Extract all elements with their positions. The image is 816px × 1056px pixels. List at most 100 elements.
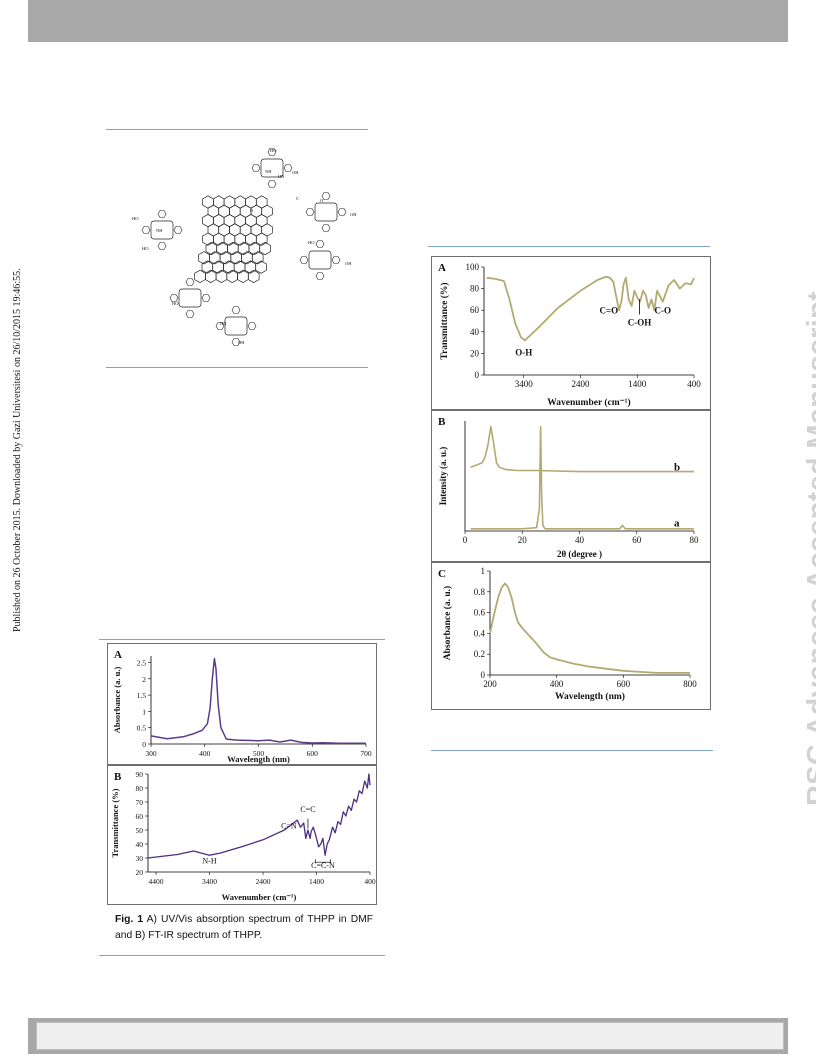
phenyl-ring (251, 164, 261, 172)
structure-label: HN (278, 174, 285, 179)
y-tick-label: 2 (142, 675, 146, 684)
phenyl-ring (321, 192, 331, 200)
x-tick-label: 80 (690, 535, 700, 545)
scheme-bottom-rule (106, 367, 368, 368)
structure-label: OH (350, 212, 357, 217)
x-tick-label: 0 (463, 535, 468, 545)
y-tick-label: 2.5 (137, 659, 147, 668)
structure-label: NH (265, 169, 272, 174)
x-tick-label: 700 (360, 749, 372, 758)
fig1-top-rule (99, 639, 385, 640)
x-tick-label: 400 (364, 877, 376, 886)
y-tick-label: 0 (142, 740, 146, 749)
x-axis-label: Wavenumber (cm⁻¹) (222, 892, 297, 902)
y-tick-label: 100 (466, 262, 480, 272)
hexagon (237, 269, 249, 284)
phenyl-ring (185, 278, 195, 286)
fig1a-chart: 300 400 500 600 700 0 0.5 1 1.5 2 2.5 Wavelength (n… (112, 649, 372, 764)
hexagon (202, 232, 214, 246)
x-tick-label: 40 (575, 535, 585, 545)
structure-label: O (320, 198, 324, 203)
fig2-top-rule (428, 246, 710, 247)
structure-label: HO (142, 246, 149, 251)
panel-letter: B (438, 416, 446, 428)
y-axis-label: Absorbance (a. u.) (112, 667, 122, 734)
hexagon (248, 241, 261, 256)
annotation-co: C=O (600, 305, 619, 315)
phenyl-ring (141, 226, 151, 234)
series-line (147, 773, 371, 859)
hexagon (245, 232, 257, 246)
y-tick-label: 60 (136, 812, 144, 821)
phenyl-ring (305, 208, 315, 216)
caption-label: Fig. 1 (115, 914, 144, 925)
series-line (150, 657, 366, 745)
porphyrin-core (308, 250, 332, 270)
hexagon (223, 232, 236, 246)
x-axis-label: Wavelength (nm) (227, 754, 290, 764)
hexagon (255, 232, 268, 246)
x-tick-label: 2400 (256, 877, 271, 886)
panel-letter: B (114, 771, 122, 783)
hexagon (259, 241, 271, 256)
annotation-cc: C=C (300, 805, 315, 814)
annotation-c-o: C-O (655, 305, 672, 315)
x-tick-label: 300 (145, 749, 157, 758)
series-line (489, 582, 690, 674)
phenyl-ring (337, 208, 347, 216)
y-axis-label: Transmittance (%) (439, 282, 450, 359)
y-axis-label: Absorbance (a. u.) (442, 586, 453, 660)
footer-inner (36, 1022, 784, 1050)
y-tick-label: 0.8 (474, 587, 486, 597)
series-line (486, 275, 695, 342)
structure-label: HO (270, 148, 277, 153)
hexagon (219, 251, 232, 265)
phenyl-ring (321, 224, 331, 232)
y-tick-label: 80 (470, 284, 480, 294)
fig1-bottom-rule (99, 955, 385, 956)
phenyl-ring (331, 256, 341, 264)
graphene-sheet (194, 195, 273, 284)
hexagon (212, 260, 224, 274)
y-tick-label: 20 (470, 348, 480, 358)
x-tick-label: 400 (550, 679, 564, 689)
hexagon (233, 260, 246, 274)
hexagon (234, 232, 246, 246)
panel-letter: A (438, 262, 446, 274)
phenyl-ring (283, 164, 293, 172)
fig2-panel-a: 3400 2400 1400 400 0 20 40 60 80 100 Wavenumber (c… (431, 256, 711, 410)
phenyl-ring (157, 210, 167, 218)
x-tick-label: 600 (307, 749, 319, 758)
structure-label: OH (238, 340, 245, 345)
phenyl-ring (157, 242, 167, 250)
annotation-nh: N-H (202, 857, 216, 866)
fig1-caption: Fig. 1 A) UV/Vis absorption spectrum of … (115, 912, 373, 943)
hexagon (209, 251, 221, 265)
fig1-panel-b: 4400 3400 2400 1400 400 20 30 40 50 60 70 80 90 Waven… (107, 765, 377, 905)
x-tick-label: 60 (632, 535, 642, 545)
annotation-oh: O-H (515, 348, 532, 358)
porphyrin-core (178, 288, 202, 308)
fig2c-chart: 200 400 600 800 0 0.2 0.4 0.6 0.8 1 Wavelength (nm… (438, 566, 697, 702)
x-tick-label: 20 (518, 535, 528, 545)
y-tick-label: 80 (136, 784, 144, 793)
hexagon (205, 269, 217, 284)
structure-label: HN (220, 321, 227, 326)
x-axis-label: Wavenumber (cm⁻¹) (547, 397, 630, 408)
structure-label: HO (132, 216, 139, 221)
phenyl-ring (231, 338, 241, 346)
y-tick-label: 1.5 (137, 691, 147, 700)
hexagon (251, 251, 264, 265)
hexagon (244, 260, 257, 274)
y-tick-label: 40 (470, 327, 480, 337)
hexagon (198, 251, 210, 265)
x-tick-label: 600 (617, 679, 631, 689)
publication-note: Published on 26 October 2015. Downloaded… (12, 268, 23, 632)
hexagon (213, 232, 225, 246)
y-axis-label: Transmittance (%) (110, 788, 120, 857)
structure-label: OH (292, 170, 299, 175)
y-tick-label: 0.2 (474, 649, 485, 659)
series-label-b: b (674, 462, 680, 474)
hexagon (247, 269, 260, 284)
phenyl-ring (201, 294, 211, 302)
